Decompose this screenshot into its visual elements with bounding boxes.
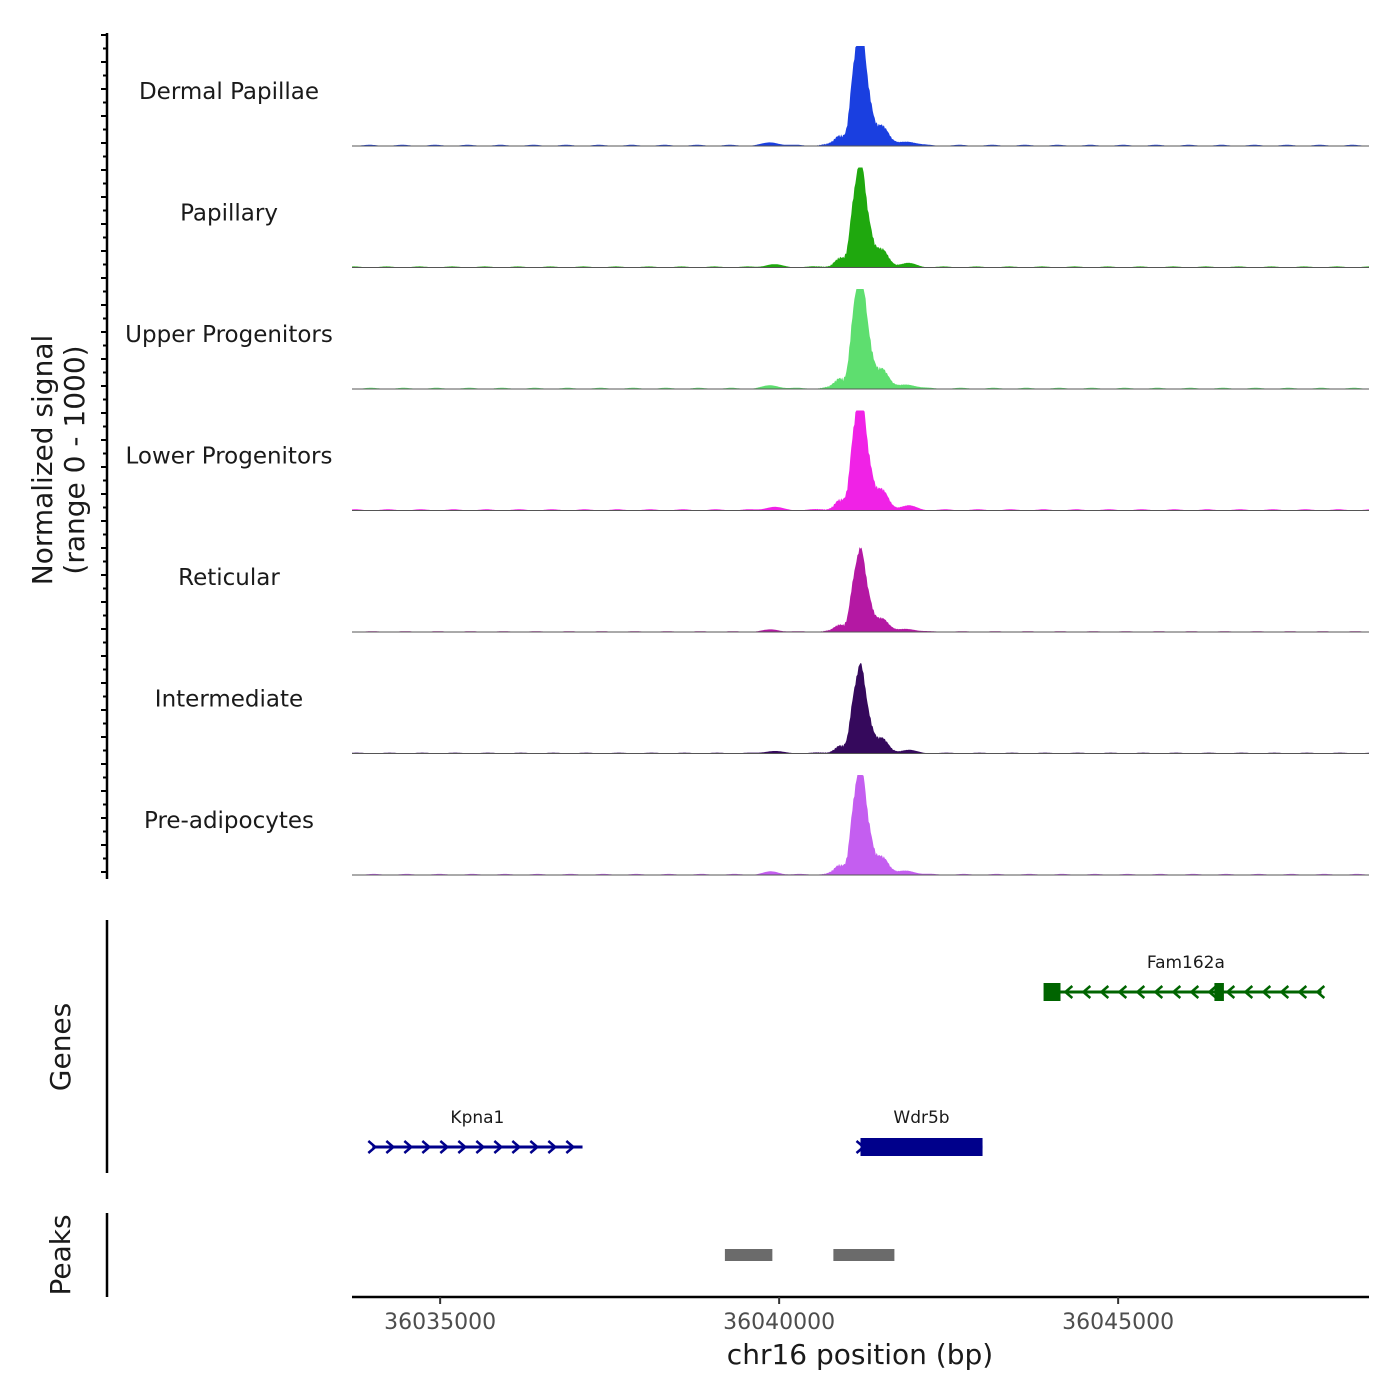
coverage-y-ticks [101,34,107,873]
gene-label: Wdr5b [893,1108,949,1128]
strand-chevron [1153,985,1164,999]
coverage-signal-area [352,775,1369,875]
coverage-signal-area [352,547,1369,632]
x-tick-label: 36045000 [1062,1310,1174,1335]
peak-region [724,1249,773,1261]
strand-chevron [1081,985,1092,999]
peak-region [833,1249,895,1261]
x-axis-title: chr16 position (bp) [727,1338,993,1371]
strand-chevron [1063,985,1074,999]
strand-chevron [367,1140,378,1154]
track-label: Reticular [178,565,280,591]
strand-chevron [403,1140,414,1154]
gene-exon [1043,983,1061,1001]
strand-chevron [1135,985,1146,999]
y-axis-title-line2: (range 0 - 1000) [58,345,91,574]
strand-chevron [421,1140,432,1154]
strand-chevron [1261,985,1272,999]
strand-chevron [529,1140,540,1154]
strand-chevron [1243,985,1254,999]
coverage-y-axis-title: Normalized signal (range 0 - 1000) [26,335,91,586]
genes-panel: Fam162a Kpna1 Wdr5b [367,953,1326,1156]
strand-chevron [1297,985,1308,999]
x-tick-label: 36035000 [384,1310,496,1335]
strand-chevron [475,1140,486,1154]
strand-chevron [1099,985,1110,999]
coverage-signal-area [352,46,1369,146]
gene-exon [860,1138,983,1156]
strand-chevron [1279,985,1290,999]
y-axis-title-line1: Normalized signal [26,335,59,586]
strand-chevron [1171,985,1182,999]
coverage-tracks: Dermal Papillae Papillary Upper Progenitor… [125,46,1369,876]
gene-label: Kpna1 [450,1108,504,1128]
track-label: Papillary [180,201,278,227]
coverage-signal-area [352,289,1369,389]
strand-chevron [1207,985,1218,999]
track-label: Dermal Papillae [139,79,319,105]
track-label: Intermediate [155,687,303,713]
track-label: Pre-adipocytes [144,808,314,834]
coverage-signal-area [352,167,1369,268]
strand-chevron [1225,985,1236,999]
track-label: Lower Progenitors [126,444,333,470]
strand-chevron [1117,985,1128,999]
strand-chevron [565,1140,576,1154]
strand-chevron [1189,985,1200,999]
peaks-panel-title: Peaks [44,1214,77,1295]
x-tick-label: 36040000 [723,1310,835,1335]
strand-chevron [547,1140,558,1154]
strand-chevron [385,1140,396,1154]
strand-chevron [493,1140,504,1154]
track-label: Upper Progenitors [125,322,333,348]
x-axis-ticks: 36035000 36040000 36045000 [384,1297,1174,1335]
strand-chevron [1315,985,1326,999]
strand-chevron [457,1140,468,1154]
peaks-panel [724,1249,895,1261]
gene-exon [1214,983,1224,1001]
coverage-signal-area [352,663,1369,754]
coverage-signal-area [352,410,1369,511]
genes-panel-title: Genes [44,1003,77,1091]
gene-label: Fam162a [1147,953,1225,973]
strand-chevron [439,1140,450,1154]
strand-chevron [511,1140,522,1154]
